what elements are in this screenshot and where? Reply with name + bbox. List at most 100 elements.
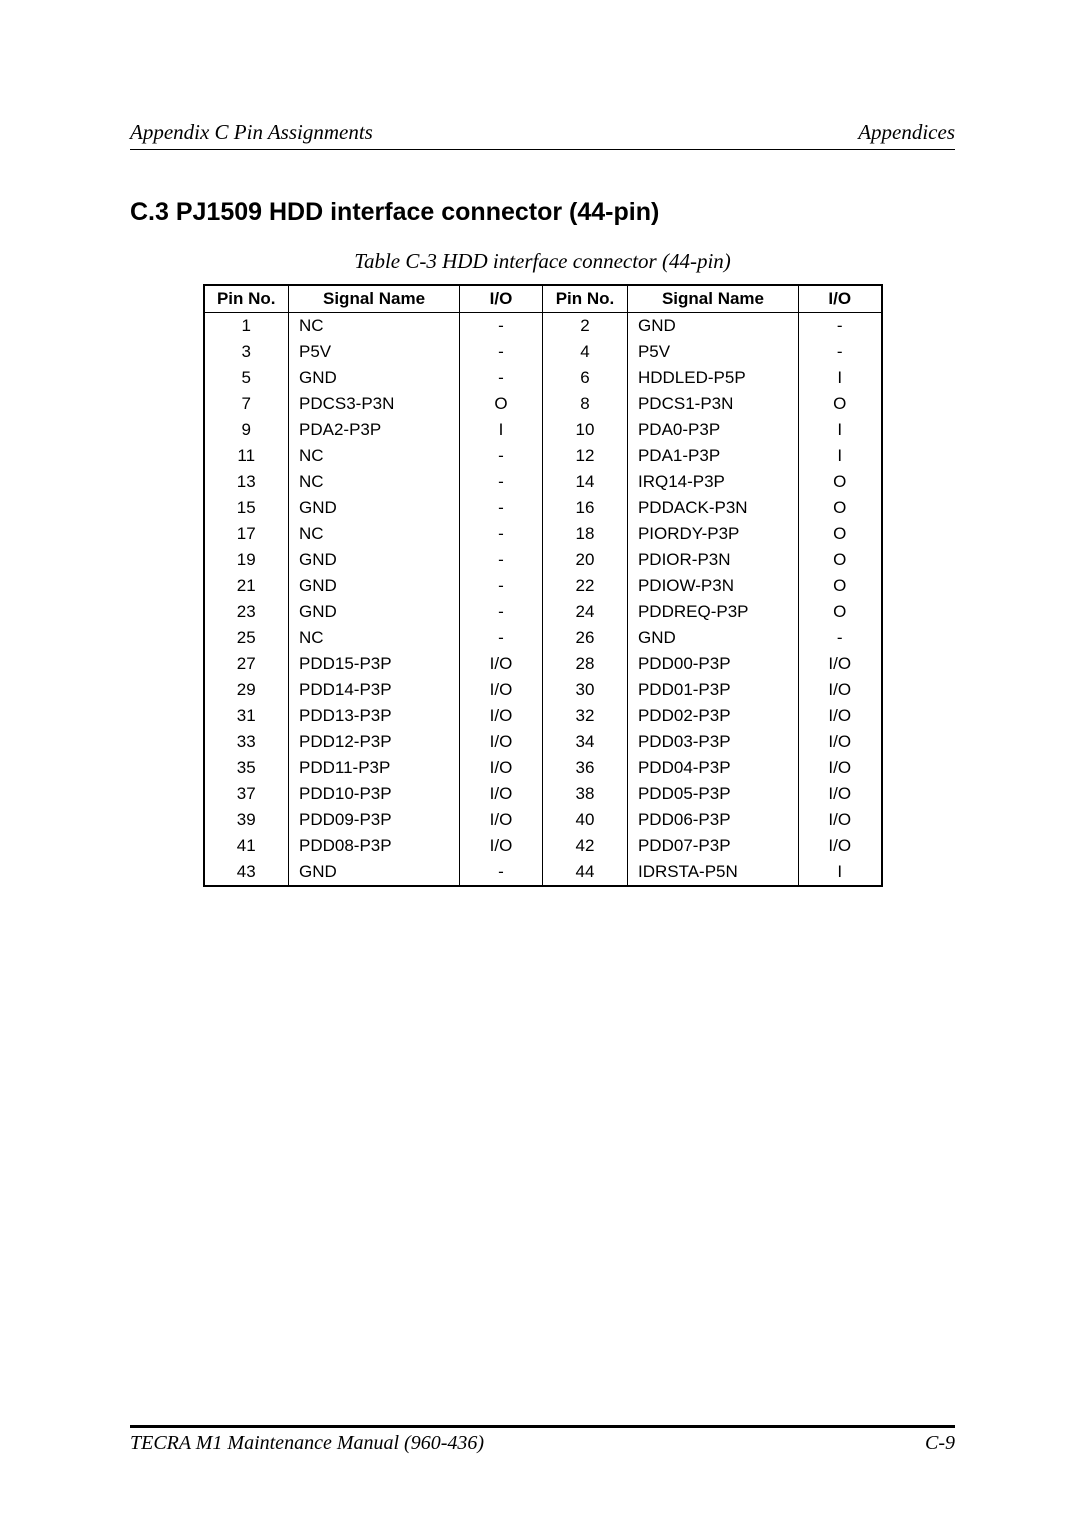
- th-sig-a: Signal Name: [289, 285, 460, 313]
- table-cell: I/O: [799, 755, 882, 781]
- table-row: 27PDD15-P3PI/O28PDD00-P3PI/O: [204, 651, 882, 677]
- table-cell: PDD15-P3P: [289, 651, 460, 677]
- table-cell: PDA2-P3P: [289, 417, 460, 443]
- table-cell: 7: [204, 391, 289, 417]
- table-cell: PDIOW-P3N: [627, 573, 798, 599]
- th-pin-b: Pin No.: [542, 285, 627, 313]
- table-cell: PDD09-P3P: [289, 807, 460, 833]
- table-cell: 38: [542, 781, 627, 807]
- table-cell: GND: [289, 573, 460, 599]
- table-cell: 26: [542, 625, 627, 651]
- table-cell: 1: [204, 313, 289, 340]
- table-cell: I/O: [460, 651, 543, 677]
- table-cell: I/O: [799, 807, 882, 833]
- pin-table: Pin No. Signal Name I/O Pin No. Signal N…: [203, 284, 883, 887]
- table-cell: 29: [204, 677, 289, 703]
- table-cell: -: [460, 495, 543, 521]
- table-cell: IRQ14-P3P: [627, 469, 798, 495]
- table-cell: -: [460, 313, 543, 340]
- table-header-row: Pin No. Signal Name I/O Pin No. Signal N…: [204, 285, 882, 313]
- footer: TECRA M1 Maintenance Manual (960-436) C-…: [130, 1425, 955, 1455]
- table-cell: -: [460, 599, 543, 625]
- table-cell: GND: [627, 625, 798, 651]
- table-cell: PDD05-P3P: [627, 781, 798, 807]
- table-cell: 33: [204, 729, 289, 755]
- table-cell: 37: [204, 781, 289, 807]
- table-cell: 35: [204, 755, 289, 781]
- table-cell: 3: [204, 339, 289, 365]
- table-cell: 19: [204, 547, 289, 573]
- table-cell: 12: [542, 443, 627, 469]
- table-cell: 5: [204, 365, 289, 391]
- table-cell: -: [460, 443, 543, 469]
- table-cell: 15: [204, 495, 289, 521]
- table-row: 37PDD10-P3PI/O38PDD05-P3PI/O: [204, 781, 882, 807]
- table-row: 9PDA2-P3PI10PDA0-P3PI: [204, 417, 882, 443]
- table-cell: PDD00-P3P: [627, 651, 798, 677]
- table-cell: HDDLED-P5P: [627, 365, 798, 391]
- table-row: 25NC-26GND-: [204, 625, 882, 651]
- table-cell: I/O: [460, 755, 543, 781]
- table-cell: 31: [204, 703, 289, 729]
- table-cell: PIORDY-P3P: [627, 521, 798, 547]
- table-cell: I/O: [460, 703, 543, 729]
- table-row: 33PDD12-P3PI/O34PDD03-P3PI/O: [204, 729, 882, 755]
- table-row: 21GND-22PDIOW-P3NO: [204, 573, 882, 599]
- table-cell: -: [799, 313, 882, 340]
- table-cell: 28: [542, 651, 627, 677]
- table-cell: PDDREQ-P3P: [627, 599, 798, 625]
- table-cell: 2: [542, 313, 627, 340]
- table-cell: PDCS1-P3N: [627, 391, 798, 417]
- table-cell: 16: [542, 495, 627, 521]
- table-cell: NC: [289, 313, 460, 340]
- table-cell: O: [799, 573, 882, 599]
- table-cell: -: [460, 547, 543, 573]
- table-cell: O: [799, 495, 882, 521]
- table-cell: 20: [542, 547, 627, 573]
- table-row: 43GND-44IDRSTA-P5NI: [204, 859, 882, 886]
- th-io-b: I/O: [799, 285, 882, 313]
- table-cell: PDDACK-P3N: [627, 495, 798, 521]
- table-row: 23GND-24PDDREQ-P3PO: [204, 599, 882, 625]
- table-cell: GND: [627, 313, 798, 340]
- table-row: 19GND-20PDIOR-P3NO: [204, 547, 882, 573]
- table-row: 11NC-12PDA1-P3PI: [204, 443, 882, 469]
- table-cell: 11: [204, 443, 289, 469]
- table-cell: I/O: [460, 729, 543, 755]
- table-row: 29PDD14-P3PI/O30PDD01-P3PI/O: [204, 677, 882, 703]
- table-cell: GND: [289, 547, 460, 573]
- table-cell: 43: [204, 859, 289, 886]
- table-cell: 24: [542, 599, 627, 625]
- table-cell: O: [799, 391, 882, 417]
- table-cell: 4: [542, 339, 627, 365]
- table-row: 41PDD08-P3PI/O42PDD07-P3PI/O: [204, 833, 882, 859]
- table-cell: 39: [204, 807, 289, 833]
- table-cell: PDIOR-P3N: [627, 547, 798, 573]
- table-row: 3P5V-4P5V-: [204, 339, 882, 365]
- table-cell: I/O: [799, 677, 882, 703]
- table-cell: O: [799, 521, 882, 547]
- table-cell: 42: [542, 833, 627, 859]
- table-row: 7PDCS3-P3NO8PDCS1-P3NO: [204, 391, 882, 417]
- table-cell: -: [799, 625, 882, 651]
- table-cell: NC: [289, 521, 460, 547]
- header-left: Appendix C Pin Assignments: [130, 120, 373, 145]
- table-cell: -: [460, 573, 543, 599]
- table-cell: -: [460, 365, 543, 391]
- table-cell: -: [460, 521, 543, 547]
- th-sig-b: Signal Name: [627, 285, 798, 313]
- table-cell: PDD08-P3P: [289, 833, 460, 859]
- table-cell: NC: [289, 469, 460, 495]
- th-io-a: I/O: [460, 285, 543, 313]
- table-cell: PDD02-P3P: [627, 703, 798, 729]
- table-cell: GND: [289, 365, 460, 391]
- table-row: 15GND-16PDDACK-P3NO: [204, 495, 882, 521]
- table-cell: 17: [204, 521, 289, 547]
- table-cell: PDD04-P3P: [627, 755, 798, 781]
- table-cell: PDCS3-P3N: [289, 391, 460, 417]
- table-cell: I/O: [460, 807, 543, 833]
- table-cell: -: [799, 339, 882, 365]
- table-cell: I/O: [799, 651, 882, 677]
- footer-right: C-9: [925, 1432, 955, 1455]
- table-row: 5GND-6HDDLED-P5PI: [204, 365, 882, 391]
